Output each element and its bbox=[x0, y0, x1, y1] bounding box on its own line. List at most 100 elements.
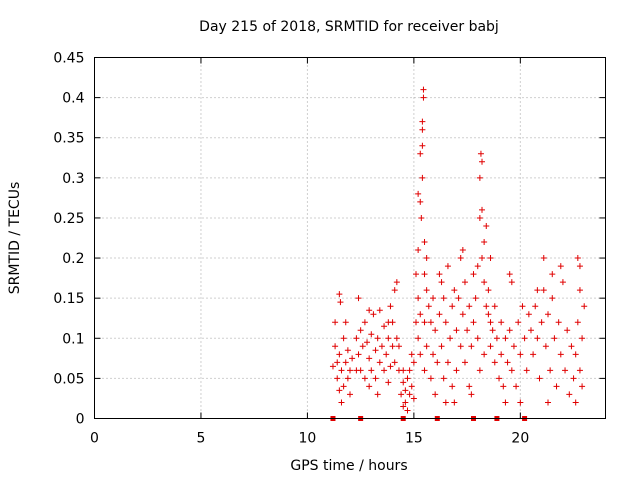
data-point bbox=[408, 351, 415, 358]
data-points bbox=[329, 86, 588, 421]
data-point bbox=[547, 367, 554, 374]
data-point bbox=[423, 287, 430, 294]
data-point bbox=[491, 359, 498, 366]
data-point bbox=[337, 299, 344, 306]
data-point bbox=[366, 383, 373, 390]
data-point bbox=[410, 359, 417, 366]
data-point bbox=[476, 214, 483, 221]
data-point bbox=[553, 383, 560, 390]
data-point bbox=[420, 94, 427, 101]
data-point bbox=[572, 351, 579, 358]
data-point bbox=[332, 343, 339, 350]
data-point bbox=[579, 335, 586, 342]
y-tick-label: 0.25 bbox=[53, 211, 84, 227]
data-point bbox=[366, 355, 373, 362]
data-point bbox=[530, 351, 537, 358]
data-point bbox=[381, 323, 388, 330]
data-point bbox=[419, 142, 426, 149]
data-point bbox=[336, 387, 343, 394]
data-point bbox=[483, 303, 490, 310]
data-point bbox=[425, 303, 432, 310]
data-point bbox=[574, 319, 581, 326]
data-point bbox=[485, 311, 492, 318]
data-point bbox=[481, 351, 488, 358]
plot-frame bbox=[94, 57, 606, 419]
data-point bbox=[334, 359, 341, 366]
data-point bbox=[432, 327, 439, 334]
data-point bbox=[404, 375, 411, 382]
data-point bbox=[576, 287, 583, 294]
data-point bbox=[398, 391, 405, 398]
data-point bbox=[436, 271, 443, 278]
data-point bbox=[453, 327, 460, 334]
data-point bbox=[376, 307, 383, 314]
data-point bbox=[523, 367, 530, 374]
data-point bbox=[427, 375, 434, 382]
data-point bbox=[355, 295, 362, 302]
data-point bbox=[410, 395, 417, 402]
data-point bbox=[374, 391, 381, 398]
data-point bbox=[329, 363, 336, 370]
data-point bbox=[340, 335, 347, 342]
x-tick-label: 0 bbox=[90, 431, 99, 447]
data-point bbox=[415, 190, 422, 197]
data-point bbox=[393, 335, 400, 342]
data-point bbox=[519, 303, 526, 310]
data-point bbox=[559, 279, 566, 286]
data-point bbox=[555, 319, 562, 326]
data-point bbox=[432, 391, 439, 398]
data-point bbox=[551, 335, 558, 342]
data-point bbox=[498, 319, 505, 326]
data-point bbox=[338, 367, 345, 374]
data-point bbox=[517, 399, 524, 406]
data-point bbox=[540, 287, 547, 294]
data-point bbox=[355, 351, 362, 358]
data-point bbox=[419, 118, 426, 125]
data-point bbox=[479, 255, 486, 262]
data-point bbox=[496, 375, 503, 382]
data-point bbox=[353, 335, 360, 342]
data-point bbox=[423, 343, 430, 350]
data-point bbox=[440, 295, 447, 302]
data-point bbox=[430, 351, 437, 358]
data-point bbox=[417, 198, 424, 205]
data-point bbox=[419, 174, 426, 181]
grid bbox=[94, 57, 606, 419]
data-point bbox=[538, 319, 545, 326]
data-point bbox=[372, 375, 379, 382]
data-point bbox=[408, 383, 415, 390]
data-point bbox=[368, 367, 375, 374]
data-point bbox=[383, 351, 390, 358]
data-point bbox=[385, 379, 392, 386]
data-point bbox=[506, 271, 513, 278]
data-point bbox=[483, 222, 490, 229]
data-point bbox=[534, 335, 541, 342]
data-point bbox=[344, 347, 351, 354]
data-point bbox=[404, 407, 411, 414]
data-point bbox=[459, 311, 466, 318]
data-point bbox=[500, 383, 507, 390]
data-point bbox=[470, 319, 477, 326]
data-point bbox=[468, 343, 475, 350]
data-point bbox=[532, 303, 539, 310]
data-point bbox=[474, 335, 481, 342]
axis-ticks bbox=[94, 57, 606, 419]
data-point bbox=[474, 263, 481, 270]
data-point bbox=[459, 247, 466, 254]
data-point bbox=[391, 287, 398, 294]
data-point bbox=[540, 255, 547, 262]
data-point bbox=[344, 375, 351, 382]
data-point bbox=[476, 174, 483, 181]
y-tick-label: 0.3 bbox=[62, 171, 84, 187]
y-axis-label: SRMTID / TECUs bbox=[7, 182, 23, 295]
x-tick-label: 20 bbox=[511, 431, 529, 447]
data-point bbox=[440, 375, 447, 382]
data-point bbox=[361, 375, 368, 382]
data-point bbox=[421, 367, 428, 374]
data-point bbox=[508, 279, 515, 286]
data-point bbox=[576, 367, 583, 374]
chart-title: Day 215 of 2018, SRMTID for receiver bab… bbox=[199, 19, 499, 35]
x-tick-label: 15 bbox=[405, 431, 423, 447]
data-point bbox=[385, 335, 392, 342]
data-point bbox=[579, 383, 586, 390]
